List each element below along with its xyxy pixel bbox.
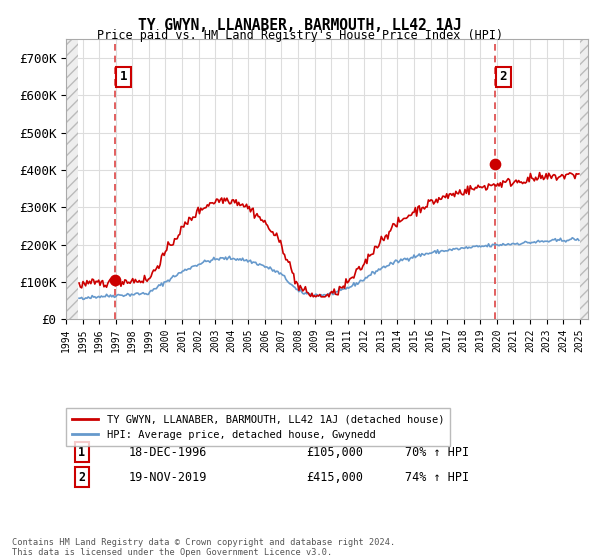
Text: 1: 1	[78, 446, 85, 459]
Text: TY GWYN, LLANABER, BARMOUTH, LL42 1AJ: TY GWYN, LLANABER, BARMOUTH, LL42 1AJ	[138, 18, 462, 33]
Text: 74% ↑ HPI: 74% ↑ HPI	[406, 471, 469, 484]
Text: 19-NOV-2019: 19-NOV-2019	[128, 471, 207, 484]
Text: 2: 2	[78, 471, 85, 484]
Text: 1: 1	[119, 71, 127, 83]
Text: Price paid vs. HM Land Registry's House Price Index (HPI): Price paid vs. HM Land Registry's House …	[97, 29, 503, 42]
Point	[110, 276, 120, 284]
Text: Contains HM Land Registry data © Crown copyright and database right 2024.
This d: Contains HM Land Registry data © Crown c…	[12, 538, 395, 557]
Text: £415,000: £415,000	[306, 471, 363, 484]
Text: 70% ↑ HPI: 70% ↑ HPI	[406, 446, 469, 459]
Bar	[66, 39, 79, 319]
Bar	[580, 39, 588, 319]
Legend: TY GWYN, LLANABER, BARMOUTH, LL42 1AJ (detached house), HPI: Average price, deta: TY GWYN, LLANABER, BARMOUTH, LL42 1AJ (d…	[66, 408, 451, 446]
Text: £105,000: £105,000	[306, 446, 363, 459]
Text: 18-DEC-1996: 18-DEC-1996	[128, 446, 207, 459]
Point	[490, 160, 500, 169]
Text: 2: 2	[499, 71, 507, 83]
